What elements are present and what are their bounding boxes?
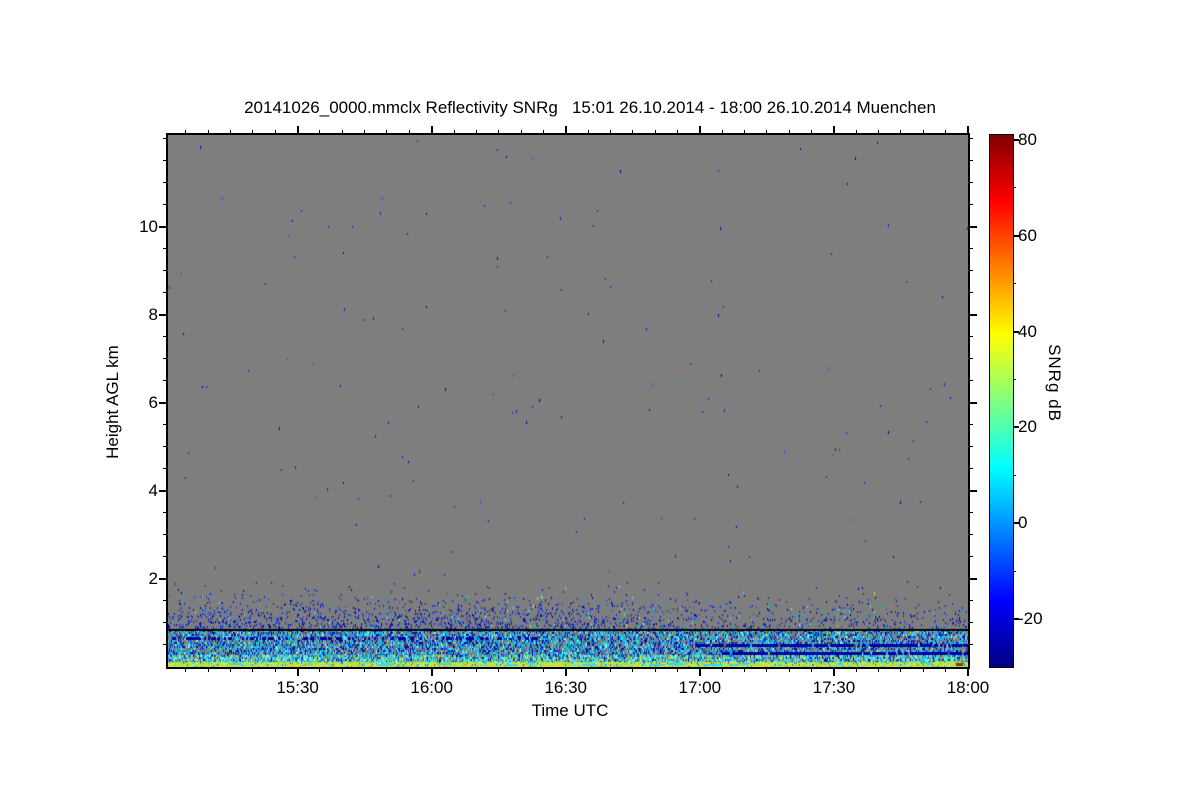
- x-minor-tick: [498, 667, 499, 672]
- x-minor-tick: [744, 667, 745, 672]
- x-tick-label: 16:00: [410, 678, 453, 697]
- x-minor-tick: [476, 667, 477, 672]
- x-minor-tick: [945, 667, 946, 672]
- x-minor-tick: [230, 667, 231, 672]
- y-minor-tick-right: [968, 446, 973, 447]
- y-major-tick-right: [968, 578, 977, 580]
- x-major-tick: [833, 667, 835, 676]
- x-minor-tick: [521, 667, 522, 672]
- y-minor-tick-right: [968, 644, 973, 645]
- colorbar-tick-label: 0: [1018, 513, 1028, 533]
- x-major-tick-top: [699, 126, 701, 135]
- y-major-tick: [159, 578, 168, 580]
- x-minor-tick: [766, 667, 767, 672]
- x-minor-tick: [185, 667, 186, 672]
- colorbar: [989, 134, 1014, 668]
- colorbar-tick-label: 20: [1018, 417, 1037, 437]
- x-major-tick: [565, 667, 567, 676]
- y-minor-tick-right: [968, 556, 973, 557]
- colorbar-gradient: [990, 135, 1013, 667]
- x-minor-tick: [655, 667, 656, 672]
- colorbar-title: SNRg dB: [1045, 344, 1064, 422]
- y-minor-tick-right: [968, 270, 973, 271]
- y-minor-tick-right: [968, 182, 973, 183]
- y-minor-tick-right: [968, 468, 973, 469]
- x-major-tick: [967, 667, 969, 676]
- x-minor-tick: [319, 667, 320, 672]
- x-minor-tick: [342, 667, 343, 672]
- colorbar-tick-label: 40: [1018, 321, 1037, 341]
- chart-title: 20141026_0000.mmclx Reflectivity SNRg 15…: [244, 98, 936, 117]
- x-tick-label: 15:30: [276, 678, 319, 697]
- y-major-tick-right: [968, 490, 977, 492]
- x-major-tick: [699, 667, 701, 676]
- colorbar-tick-label: 60: [1018, 225, 1037, 245]
- x-major-tick-top: [967, 126, 969, 135]
- x-axis-title: Time UTC: [531, 701, 609, 720]
- y-tick-label: 6: [148, 392, 158, 412]
- y-major-tick: [159, 314, 168, 316]
- y-major-tick: [159, 490, 168, 492]
- x-minor-tick: [275, 667, 276, 672]
- y-minor-tick-right: [968, 380, 973, 381]
- y-minor-tick-right: [968, 512, 973, 513]
- y-minor-tick-right: [968, 358, 973, 359]
- colorbar-tick-label: -20: [1018, 609, 1043, 629]
- x-minor-tick: [900, 667, 901, 672]
- x-minor-tick: [454, 667, 455, 672]
- x-tick-label: 17:30: [812, 678, 856, 697]
- x-major-tick-top: [297, 126, 299, 135]
- y-major-tick: [159, 402, 168, 404]
- x-minor-tick: [208, 667, 209, 672]
- y-tick-label: 8: [148, 304, 158, 324]
- x-minor-tick: [789, 667, 790, 672]
- colorbar-tick-label: 80: [1018, 129, 1037, 149]
- x-minor-tick: [923, 667, 924, 672]
- x-minor-tick: [364, 667, 365, 672]
- x-minor-tick: [632, 667, 633, 672]
- y-major-tick-right: [968, 314, 977, 316]
- y-minor-tick-right: [968, 600, 973, 601]
- reflectivity-heatmap: [168, 135, 968, 667]
- x-minor-tick: [878, 667, 879, 672]
- x-major-tick-top: [431, 126, 433, 135]
- y-minor-tick-right: [968, 424, 973, 425]
- y-minor-tick-right: [968, 622, 973, 623]
- x-minor-tick: [409, 667, 410, 672]
- y-tick-label: 10: [139, 216, 158, 236]
- x-tick-label: 18:00: [946, 678, 990, 697]
- x-tick-label: 16:30: [544, 678, 588, 697]
- x-minor-tick: [386, 667, 387, 672]
- x-major-tick: [431, 667, 433, 676]
- y-minor-tick-right: [968, 292, 973, 293]
- x-major-tick: [297, 667, 299, 676]
- x-minor-tick: [677, 667, 678, 672]
- x-tick-label: 17:00: [678, 678, 722, 697]
- x-minor-tick: [543, 667, 544, 672]
- y-major-tick: [159, 226, 168, 228]
- y-minor-tick-right: [968, 248, 973, 249]
- x-minor-tick: [856, 667, 857, 672]
- y-minor-tick-right: [968, 160, 973, 161]
- y-minor-tick-right: [968, 336, 973, 337]
- x-minor-tick: [722, 667, 723, 672]
- y-minor-tick-right: [968, 138, 973, 139]
- x-minor-tick: [610, 667, 611, 672]
- x-minor-tick: [588, 667, 589, 672]
- y-minor-tick-right: [968, 534, 973, 535]
- y-major-tick-right: [968, 226, 977, 228]
- x-minor-tick: [811, 667, 812, 672]
- y-major-tick-right: [968, 402, 977, 404]
- y-tick-label: 4: [148, 480, 158, 500]
- y-axis-title: Height AGL km: [103, 345, 122, 459]
- x-minor-tick: [252, 667, 253, 672]
- x-major-tick-top: [833, 126, 835, 135]
- x-major-tick-top: [565, 126, 567, 135]
- y-tick-label: 2: [148, 568, 158, 588]
- y-minor-tick-right: [968, 204, 973, 205]
